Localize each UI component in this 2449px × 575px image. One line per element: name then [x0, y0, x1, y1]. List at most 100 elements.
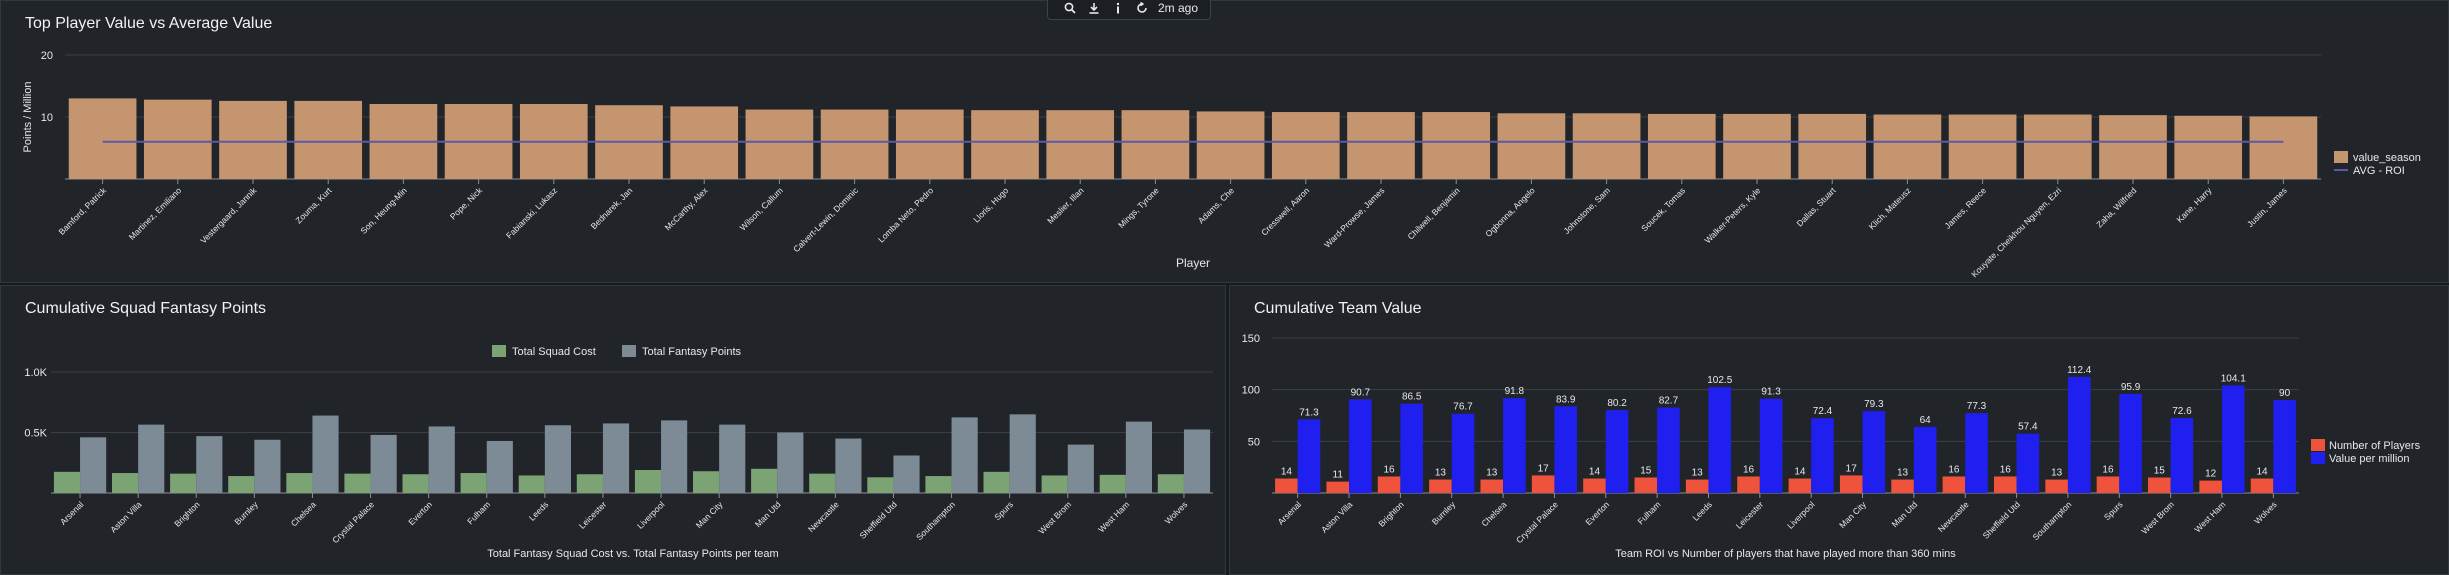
bar-total-squad-cost — [402, 474, 429, 493]
bar-number-of-players — [1583, 478, 1606, 493]
x-tick-label: Sheffield Utd — [857, 499, 899, 541]
bar-value-season — [1798, 113, 1867, 179]
chart-team-value: 50 100 150 14 71.3 Arsenal 11 90.7 Aston Villa 16… — [1242, 333, 2421, 560]
bar-total-squad-cost — [170, 473, 197, 493]
data-label-number-of-players: 16 — [1948, 464, 1960, 475]
legend-label-avg-roi: AVG - ROI — [2353, 165, 2405, 177]
bar-value-per-million — [1965, 413, 1988, 493]
x-tick-label: Man City — [1837, 499, 1868, 530]
bar-value-season — [1046, 110, 1115, 179]
data-label-value-per-million: 91.3 — [1761, 387, 1781, 398]
legend-label-value-season: value_season — [2353, 152, 2421, 164]
bar-total-squad-cost — [1157, 474, 1184, 493]
bar-number-of-players — [1275, 478, 1298, 493]
bar-total-squad-cost — [286, 473, 313, 493]
data-label-value-per-million: 64 — [1920, 415, 1932, 426]
x-tick-label: Soucek, Tomas — [1639, 185, 1687, 233]
bar-total-fantasy-points — [428, 426, 455, 493]
bar-total-squad-cost — [1041, 475, 1068, 493]
data-label-value-per-million: 72.4 — [1813, 406, 1833, 417]
bar-total-squad-cost — [460, 473, 487, 493]
bar-value-per-million — [2273, 400, 2296, 493]
data-label-number-of-players: 15 — [2154, 466, 2166, 477]
data-label-value-per-million: 82.7 — [1659, 396, 1679, 407]
bar-total-squad-cost — [344, 473, 371, 493]
panel-toolbar: 2m ago — [1047, 0, 1211, 20]
bar-value-per-million — [1605, 410, 1629, 493]
legend-swatch-total-fantasy-points — [622, 345, 636, 357]
x-tick-label: West Brom — [2139, 499, 2176, 536]
x-tick-label: Arsenal — [58, 499, 86, 527]
search-icon[interactable] — [1058, 0, 1082, 18]
bar-value-season — [971, 110, 1039, 179]
bar-total-squad-cost — [983, 471, 1010, 493]
data-label-number-of-players: 16 — [1743, 464, 1755, 475]
x-tick-label: Crystal Palace — [1514, 499, 1560, 545]
legend-label-value-per-million: Value per million — [2329, 453, 2410, 465]
x-tick-label: Kane, Harry — [2174, 185, 2214, 225]
bar-number-of-players — [1737, 476, 1760, 493]
bar-number-of-players — [1942, 476, 1966, 493]
bar-number-of-players — [2199, 480, 2222, 493]
data-label-number-of-players: 17 — [1846, 463, 1858, 474]
bar-number-of-players — [1993, 476, 2017, 493]
chart-squad-fantasy-points: 0.5K 1.0K Arsenal Aston Villa Brighton Burnle… — [24, 345, 1213, 560]
x-axis-title: Team ROI vs Number of players that have … — [1615, 548, 1956, 560]
legend-label-total-fantasy-points: Total Fantasy Points — [642, 346, 742, 358]
bar-number-of-players — [1531, 475, 1555, 493]
x-tick-label: McCarthy, Alex — [663, 185, 711, 233]
bar-number-of-players — [1788, 478, 1812, 493]
bar-value-per-million — [2221, 385, 2245, 493]
bar-value-season — [1422, 112, 1491, 179]
bar-value-per-million — [2016, 433, 2040, 493]
bar-value-season — [895, 109, 964, 179]
bar-value-season — [1948, 114, 2017, 179]
info-icon[interactable] — [1106, 0, 1130, 18]
x-tick-label: Ward-Prowse, James — [1322, 185, 1386, 249]
y-tick-label: 100 — [1242, 385, 1260, 397]
data-label-value-per-million: 86.5 — [1402, 392, 1422, 403]
bar-total-fantasy-points — [1067, 444, 1094, 493]
download-icon[interactable] — [1082, 0, 1106, 18]
bar-number-of-players — [1326, 481, 1350, 493]
bar-total-fantasy-points — [835, 438, 862, 493]
bar-value-per-million — [1503, 398, 1526, 493]
bar-number-of-players — [2096, 476, 2120, 493]
bar-value-season — [143, 99, 212, 179]
bar-total-fantasy-points — [196, 436, 223, 493]
data-label-value-per-million: 57.4 — [2018, 422, 2038, 433]
x-tick-label: Man Utd — [1890, 499, 1920, 529]
refresh-icon[interactable] — [1130, 0, 1154, 18]
y-tick-label: 50 — [1248, 436, 1260, 448]
x-axis-title: Total Fantasy Squad Cost vs. Total Fanta… — [487, 548, 778, 560]
data-label-value-per-million: 80.2 — [1607, 398, 1627, 409]
bar-number-of-players — [2148, 477, 2171, 493]
y-tick-label: 150 — [1242, 333, 1260, 345]
x-tick-label: Leeds — [1690, 499, 1713, 522]
data-label-number-of-players: 14 — [2256, 467, 2268, 478]
bar-value-season — [219, 100, 287, 179]
bar-total-fantasy-points — [544, 425, 571, 493]
data-label-value-per-million: 77.3 — [1967, 401, 1987, 412]
x-tick-label: James, Reece — [1943, 185, 1989, 231]
bar-number-of-players — [1891, 479, 1914, 493]
bar-total-squad-cost — [693, 471, 720, 493]
x-tick-label: Klich, Mateusz — [1867, 185, 1913, 231]
bar-value-per-million — [1862, 411, 1886, 493]
bar-value-season — [2023, 114, 2092, 179]
bar-total-fantasy-points — [80, 437, 107, 493]
bar-total-fantasy-points — [1009, 414, 1036, 493]
data-label-number-of-players: 13 — [1486, 468, 1498, 479]
data-label-number-of-players: 16 — [2102, 464, 2114, 475]
x-tick-label: Arsenal — [1276, 499, 1304, 527]
data-label-number-of-players: 13 — [2051, 468, 2063, 479]
bar-value-per-million — [1759, 398, 1783, 493]
x-tick-label: Johnstone, Sam — [1562, 185, 1613, 236]
bar-total-fantasy-points — [254, 439, 281, 493]
x-tick-label: Fulham — [1635, 499, 1662, 526]
legend-label-total-squad-cost: Total Squad Cost — [512, 346, 596, 358]
panel-team-value: Cumulative Team Value 50 100 150 14 71.3 Arse… — [1229, 285, 2449, 575]
panel-title: Top Player Value vs Average Value — [25, 15, 273, 32]
data-label-number-of-players: 12 — [2205, 469, 2217, 480]
chart-top-player-value: 10 20 Bamford, Patrick Martinez, Emiliano Ve… — [22, 50, 2421, 279]
